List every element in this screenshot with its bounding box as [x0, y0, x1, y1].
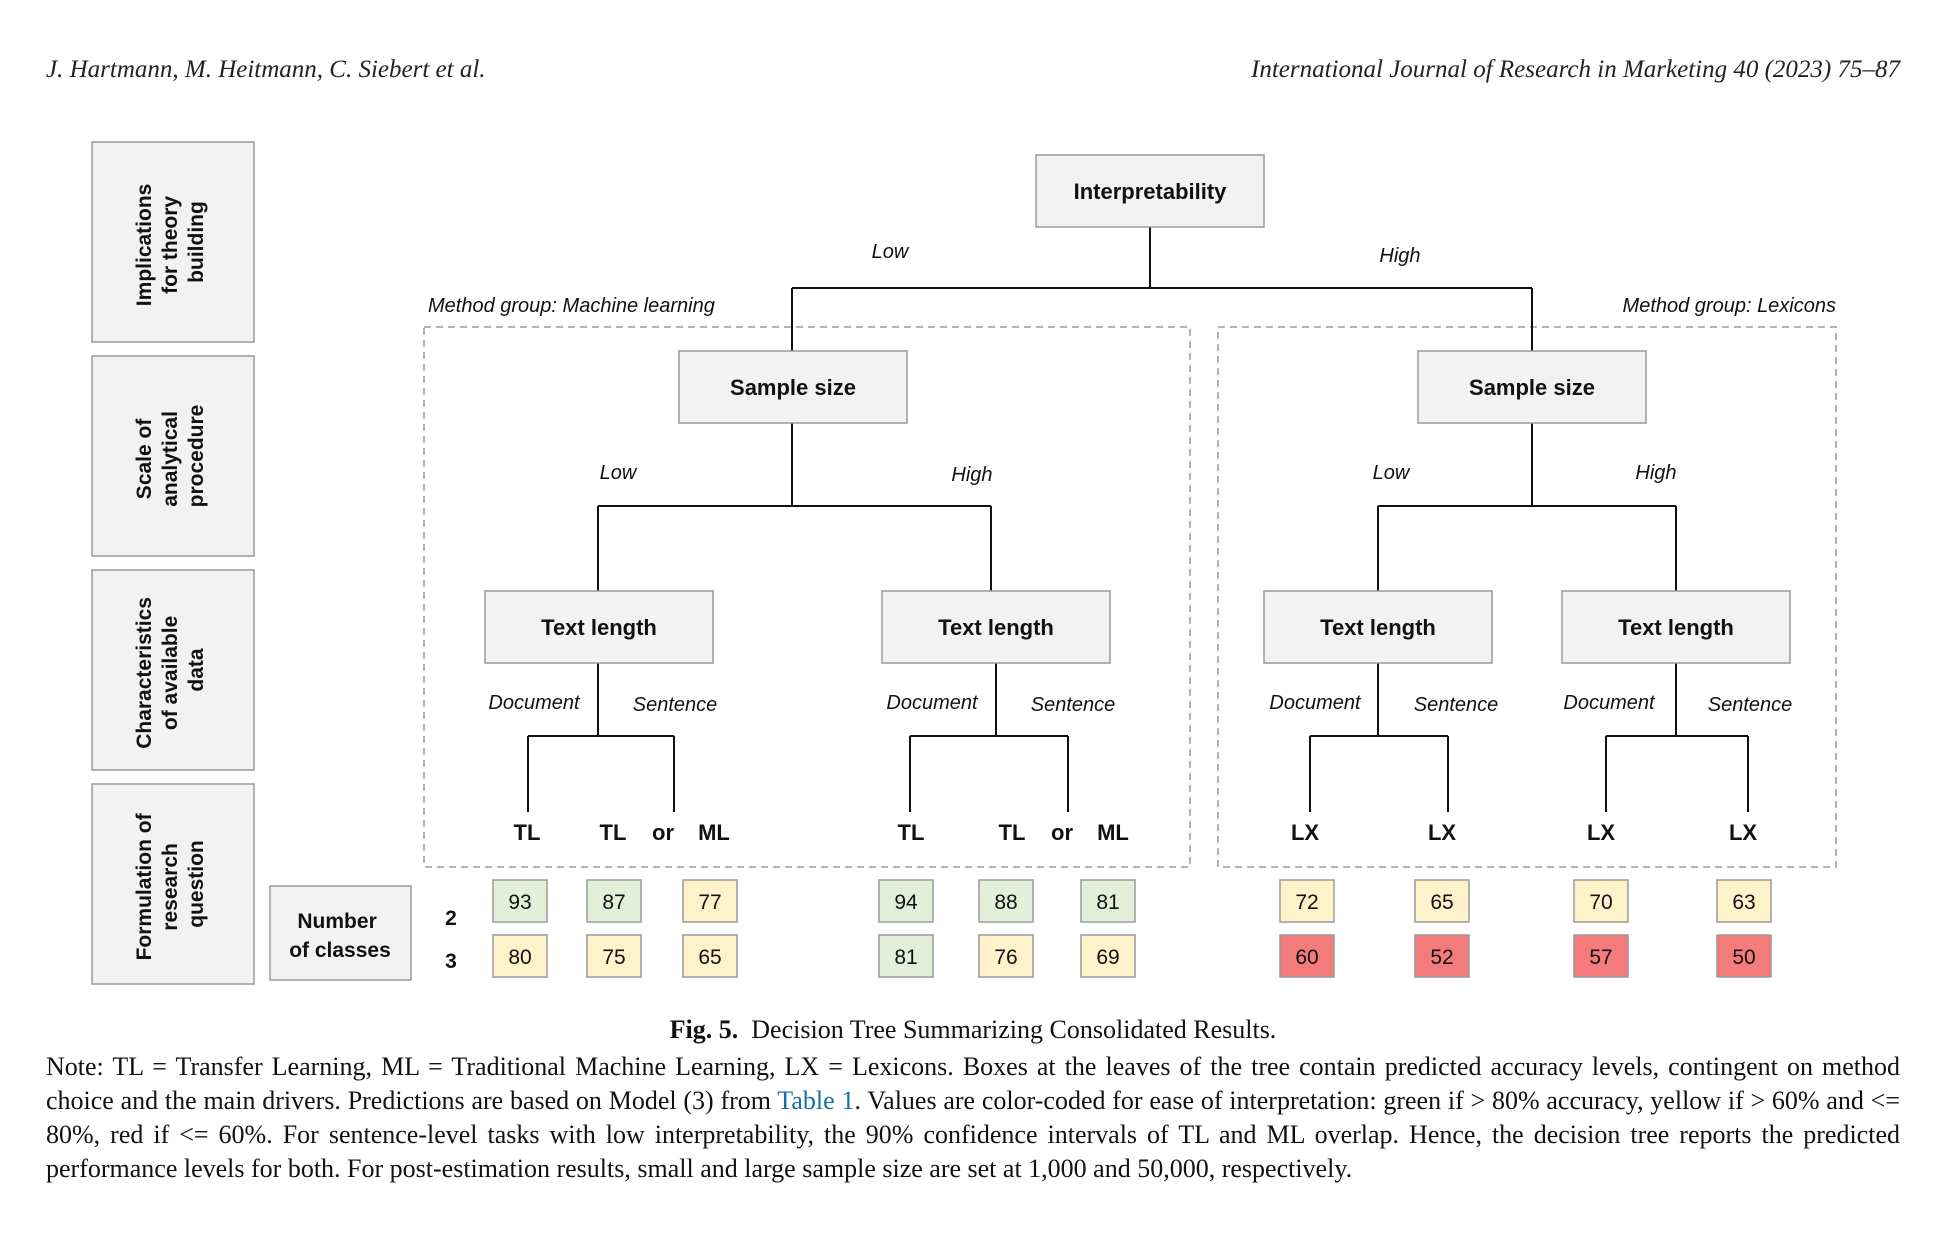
score-cell [1573, 934, 1629, 978]
leaf-or: or [652, 820, 674, 845]
branch-interpretability-high: High [1379, 245, 1420, 267]
score-value: 80 [508, 946, 531, 969]
score-cell [878, 934, 934, 978]
ml-group-label: Method group: Machine learning [428, 295, 715, 317]
score-cell [682, 934, 738, 978]
leaf-tl: TL [600, 820, 627, 845]
decision-nodes [484, 154, 1791, 664]
leaf-lx: LX [1587, 820, 1615, 845]
leaf-ml: ML [698, 820, 730, 845]
branch-sentence: Sentence [633, 694, 718, 716]
score-value: 94 [894, 891, 918, 914]
score-cell [682, 879, 738, 923]
score-value: 70 [1589, 891, 1612, 914]
figure-caption: Fig. 5. Decision Tree Summarizing Consol… [0, 1015, 1946, 1045]
side-label-data: Characteristics of available data [133, 591, 208, 749]
score-value: 75 [602, 946, 625, 969]
branch-sentence: Sentence [1414, 694, 1499, 716]
score-value: 93 [508, 891, 531, 914]
score-value: 52 [1430, 946, 1453, 969]
branch-document: Document [1563, 692, 1656, 714]
branch-sentence: Sentence [1031, 694, 1116, 716]
decision-tree-figure: Implications for theory building Scale o… [91, 141, 1837, 985]
leaf-tl: TL [898, 820, 925, 845]
score-value: 69 [1096, 946, 1119, 969]
score-value: 88 [994, 891, 1017, 914]
node-interpretability: Interpretability [1074, 179, 1228, 204]
score-value: 76 [994, 946, 1017, 969]
branch-lx-high: High [1635, 462, 1676, 484]
classes-label: Number of classes [289, 910, 391, 962]
table-1-link[interactable]: Table 1 [777, 1086, 855, 1115]
score-cells: 93 87 77 94 88 81 72 65 70 63 80 75 65 81 76 69 60 52 57 50 [492, 879, 1772, 978]
score-cell [1716, 934, 1772, 978]
class-row-3: 3 [445, 950, 457, 973]
score-value: 63 [1732, 891, 1755, 914]
score-cell [978, 879, 1034, 923]
leaf-lx: LX [1291, 820, 1319, 845]
leaf-or: or [1051, 820, 1073, 845]
score-value: 57 [1589, 946, 1612, 969]
score-cell [1414, 934, 1470, 978]
note-text-2: . Values are color-coded for ease of int… [46, 1086, 1901, 1183]
score-cell [586, 879, 642, 923]
branch-document: Document [1269, 692, 1362, 714]
leaf-ml: ML [1097, 820, 1129, 845]
branch-interpretability-low: Low [872, 241, 910, 263]
node-text-length-ml-high: Text length [938, 615, 1054, 640]
score-value: 81 [894, 946, 917, 969]
branch-ml-low: Low [600, 462, 638, 484]
score-value: 87 [602, 891, 625, 914]
branch-lx-low: Low [1373, 462, 1411, 484]
node-text-length-lx-low: Text length [1320, 615, 1436, 640]
figure-note: Note: TL = Transfer Learning, ML = Tradi… [46, 1050, 1900, 1186]
node-sample-size-lx: Sample size [1469, 375, 1595, 400]
lx-group-label: Method group: Lexicons [1623, 295, 1836, 317]
score-cell [586, 934, 642, 978]
score-cell [492, 934, 548, 978]
branch-ml-high: High [951, 464, 992, 486]
branch-sentence: Sentence [1708, 694, 1793, 716]
leaf-lx: LX [1729, 820, 1757, 845]
score-cell [1279, 879, 1335, 923]
ml-group-box [423, 326, 1191, 868]
classes-label-box [269, 885, 412, 981]
leaf-lx: LX [1428, 820, 1456, 845]
score-cell [1573, 879, 1629, 923]
score-cell [492, 879, 548, 923]
score-cell [1080, 934, 1136, 978]
score-value: 81 [1096, 891, 1119, 914]
score-value: 60 [1295, 946, 1318, 969]
branch-document: Document [886, 692, 979, 714]
score-value: 50 [1732, 946, 1755, 969]
leaf-tl: TL [999, 820, 1026, 845]
branch-document: Document [488, 692, 581, 714]
score-cell [1414, 879, 1470, 923]
score-value: 65 [1430, 891, 1453, 914]
leaf-tl: TL [514, 820, 541, 845]
caption-text: Decision Tree Summarizing Consolidated R… [751, 1015, 1277, 1044]
side-labels: Implications for theory building Scale o… [91, 141, 255, 985]
class-row-2: 2 [445, 907, 457, 930]
note-text-1: Note: TL = Transfer Learning, ML = Tradi… [46, 1052, 1900, 1115]
score-cell [1080, 879, 1136, 923]
score-cell [878, 879, 934, 923]
score-cell [1279, 934, 1335, 978]
journal-header: International Journal of Research in Mar… [1251, 56, 1900, 83]
tree-edges [527, 227, 1749, 812]
score-value: 77 [698, 891, 721, 914]
side-label-scale: Scale of analytical procedure [133, 405, 208, 508]
author-header: J. Hartmann, M. Heitmann, C. Siebert et … [46, 56, 486, 83]
node-sample-size-ml: Sample size [730, 375, 856, 400]
node-text-length-lx-high: Text length [1618, 615, 1734, 640]
lx-group-box [1217, 326, 1837, 868]
score-value: 72 [1295, 891, 1318, 914]
score-cell [1716, 879, 1772, 923]
score-value: 65 [698, 946, 721, 969]
score-cell [978, 934, 1034, 978]
side-label-question: Formulation of research question [133, 808, 208, 961]
node-text-length-ml-low: Text length [541, 615, 657, 640]
side-label-theory: Implications for theory building [133, 178, 208, 306]
caption-label: Fig. 5. [669, 1015, 739, 1044]
